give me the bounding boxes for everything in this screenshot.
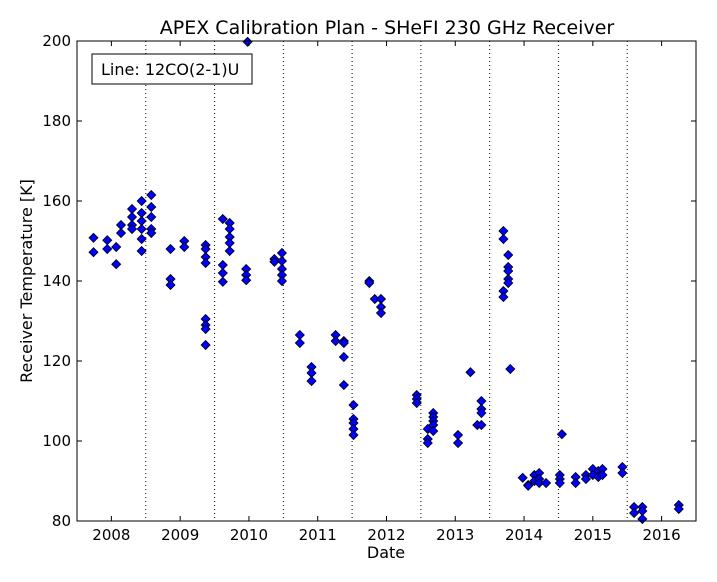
- data-point: [580, 473, 592, 485]
- data-point: [570, 477, 581, 489]
- data-point: [165, 279, 176, 291]
- data-point: [476, 407, 487, 419]
- data-point: [217, 213, 228, 225]
- data-point: [498, 291, 509, 303]
- data-point: [200, 257, 211, 269]
- data-point: [217, 267, 228, 279]
- data-point: [146, 201, 157, 213]
- y-axis-ticks: 80 100 120 140 160 180 200: [42, 32, 696, 530]
- data-point: [375, 307, 387, 319]
- data-point: [503, 277, 514, 289]
- data-point: [200, 339, 211, 351]
- data-point: [422, 437, 433, 449]
- data-point: [517, 472, 528, 483]
- y-tick-label: 80: [52, 512, 71, 530]
- data-point: [200, 323, 211, 335]
- data-point: [102, 243, 113, 255]
- data-point: [306, 375, 317, 387]
- data-point: [629, 507, 640, 519]
- y-tick-label: 180: [42, 112, 71, 130]
- x-axis-label: Date: [367, 543, 405, 562]
- data-point: [364, 277, 375, 289]
- data-point: [556, 429, 567, 440]
- data-point: [523, 480, 534, 491]
- data-point: [136, 245, 147, 257]
- data-point: [338, 351, 349, 363]
- legend-box: [91, 53, 253, 85]
- data-point: [179, 241, 190, 253]
- data-point: [111, 259, 122, 270]
- data-point: [673, 503, 684, 515]
- x-tick-label: 2012: [367, 526, 405, 544]
- data-point: [217, 276, 228, 287]
- data-point: [241, 275, 252, 286]
- data-point: [115, 227, 127, 239]
- y-axis-label: Receiver Temperature [K]: [17, 179, 36, 383]
- data-point: [637, 513, 648, 525]
- data-point: [348, 429, 359, 441]
- data-point: [136, 233, 147, 245]
- legend-text: Line: 12CO(2-1)U: [101, 60, 239, 79]
- x-tick-label: 2011: [299, 526, 337, 544]
- data-point: [136, 195, 147, 207]
- data-point: [146, 211, 157, 223]
- data-point: [330, 335, 341, 347]
- data-point: [88, 232, 99, 243]
- data-point: [146, 189, 157, 201]
- data-points: [88, 36, 684, 525]
- data-point: [498, 233, 509, 245]
- data-point: [276, 275, 288, 287]
- x-tick-label: 2014: [505, 526, 543, 544]
- x-axis-ticks: 2008 2009 2010 2011 2012 2013 2014 2015 2016: [92, 41, 681, 544]
- x-tick-label: 2016: [643, 526, 681, 544]
- data-point: [534, 477, 545, 489]
- x-tick-label: 2015: [574, 526, 612, 544]
- data-point: [224, 245, 235, 257]
- y-tick-label: 200: [42, 32, 71, 50]
- y-tick-label: 160: [42, 192, 71, 210]
- vertical-dotted-lines: [145, 41, 628, 521]
- data-point: [617, 467, 628, 479]
- data-point: [294, 337, 305, 349]
- data-point: [540, 477, 552, 489]
- data-point: [465, 367, 476, 378]
- data-point: [269, 256, 280, 267]
- data-point: [146, 227, 157, 239]
- x-tick-label: 2010: [230, 526, 268, 544]
- data-point: [165, 243, 176, 255]
- x-tick-label: 2009: [161, 526, 199, 544]
- data-point: [554, 477, 565, 489]
- data-point: [428, 425, 439, 437]
- data-point: [338, 379, 349, 391]
- data-point: [476, 419, 487, 431]
- data-point: [126, 223, 138, 235]
- data-point: [597, 469, 608, 481]
- data-point: [503, 249, 514, 261]
- x-tick-label: 2013: [436, 526, 474, 544]
- data-point: [411, 397, 422, 409]
- data-point: [338, 337, 349, 349]
- data-point: [136, 223, 147, 235]
- legend: Line: 12CO(2-1)U: [91, 53, 253, 85]
- data-point: [348, 399, 359, 411]
- chart-title: APEX Calibration Plan - SHeFI 230 GHz Re…: [160, 17, 615, 39]
- x-tick-label: 2008: [92, 526, 130, 544]
- data-point: [102, 235, 113, 246]
- y-tick-label: 140: [42, 272, 71, 290]
- data-point: [242, 36, 253, 47]
- data-point: [111, 241, 122, 253]
- y-tick-label: 100: [42, 432, 71, 450]
- data-point: [452, 437, 464, 449]
- data-point: [88, 247, 99, 258]
- data-point: [505, 363, 516, 375]
- y-tick-label: 120: [42, 352, 71, 370]
